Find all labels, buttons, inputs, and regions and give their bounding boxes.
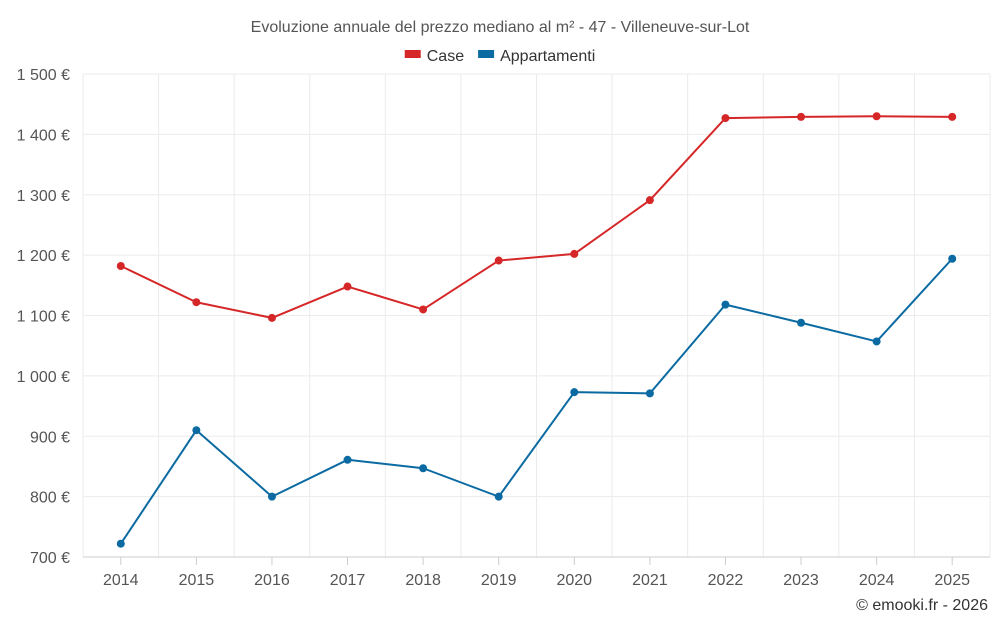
data-point: [570, 388, 579, 397]
data-point: [116, 261, 125, 270]
data-point: [872, 337, 881, 346]
y-tick-label: 800 €: [30, 490, 70, 507]
legend-item-appartamenti: Appartamenti: [478, 48, 595, 65]
data-point: [570, 249, 579, 258]
y-tick-label: 1 500 €: [17, 67, 70, 84]
x-tick-label: 2022: [708, 572, 744, 589]
legend-label: Appartamenti: [500, 48, 595, 65]
data-point: [267, 492, 276, 501]
data-point: [419, 305, 428, 314]
data-point: [948, 254, 957, 263]
legend-swatch: [404, 50, 421, 58]
data-point: [721, 300, 730, 309]
series-appartamenti: [116, 254, 957, 548]
y-tick-label: 900 €: [30, 429, 70, 446]
legend-item-case: Case: [404, 48, 464, 65]
data-point: [797, 318, 806, 327]
series-case: [116, 112, 957, 322]
legend: Case Appartamenti: [404, 48, 595, 65]
y-tick-label: 700 €: [30, 550, 70, 567]
series-line: [120, 115, 953, 319]
data-point: [948, 112, 957, 121]
x-tick-label: 2014: [103, 572, 139, 589]
data-point: [116, 539, 125, 548]
y-tick-label: 1 100 €: [17, 309, 70, 326]
chart-title: Evoluzione annuale del prezzo mediano al…: [251, 19, 750, 36]
grid: [82, 73, 991, 557]
data-point: [192, 298, 201, 307]
x-tick-label: 2025: [934, 572, 970, 589]
x-axis: 2014 2015 2016 2017 2018 2019 2020 2021 2022 2023…: [83, 556, 990, 589]
y-tick-label: 1 200 €: [17, 248, 70, 265]
x-tick-label: 2024: [859, 572, 895, 589]
data-point: [797, 112, 806, 121]
x-tick-label: 2021: [632, 572, 668, 589]
x-tick-label: 2018: [405, 572, 441, 589]
x-tick-label: 2023: [783, 572, 819, 589]
data-point: [872, 112, 881, 121]
data-point: [645, 389, 654, 398]
y-tick-label: 1 000 €: [17, 369, 70, 386]
x-tick-label: 2016: [254, 572, 290, 589]
x-tick-label: 2019: [481, 572, 517, 589]
series-line: [119, 258, 953, 545]
x-tick-label: 2017: [330, 572, 366, 589]
data-point: [192, 426, 201, 435]
data-point: [419, 464, 428, 473]
data-point: [721, 114, 730, 123]
y-axis: 700 € 800 € 900 € 1 000 € 1 100 € 1 200 € 1 30…: [17, 67, 70, 567]
data-point: [267, 313, 276, 322]
y-tick-label: 1 300 €: [17, 188, 70, 205]
y-tick-label: 1 400 €: [17, 127, 70, 144]
data-point: [494, 256, 503, 265]
legend-label: Case: [427, 48, 464, 65]
data-point: [645, 196, 654, 205]
data-point: [343, 282, 352, 291]
x-tick-label: 2020: [556, 572, 592, 589]
legend-swatch: [478, 50, 495, 58]
credit-text: © emooki.fr - 2026: [856, 597, 988, 614]
x-tick-label: 2015: [179, 572, 215, 589]
data-point: [494, 492, 503, 501]
data-point: [343, 455, 352, 464]
series-group: [116, 112, 957, 548]
